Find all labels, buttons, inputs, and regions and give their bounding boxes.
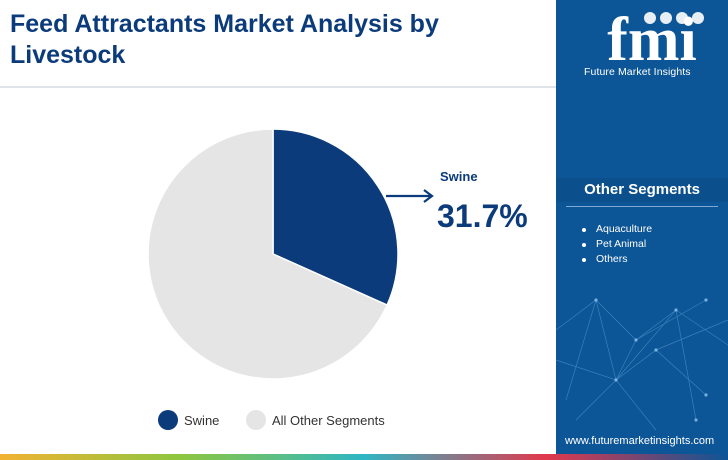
network-decoration [556, 298, 728, 431]
segment-item: Aquaculture [582, 222, 652, 237]
logo-tagline: Future Market Insights [584, 66, 691, 78]
bullet-icon [582, 228, 586, 232]
pie-slice-all-other-segments [147, 128, 389, 380]
callout-arrow-icon [386, 189, 434, 203]
color-strip [0, 454, 728, 460]
legend-label: Swine [184, 413, 219, 428]
segment-item: Others [582, 252, 652, 267]
bullet-icon [582, 243, 586, 247]
callout-value: 31.7% [437, 198, 528, 234]
callout-label: Swine [440, 169, 478, 184]
sidebar: fmi Future Market Insights Other Segment… [556, 0, 728, 460]
pie-slice-swine [272, 128, 399, 307]
other-segments-list: Aquaculture Pet Animal Others [582, 222, 652, 267]
legend-label: All Other Segments [272, 413, 385, 428]
other-segments-heading: Other Segments [556, 178, 728, 202]
website-link[interactable]: www.futuremarketinsights.com [565, 435, 715, 447]
pie-chart: Swine 31.7% Swine All Other Segments [147, 128, 528, 430]
segments-divider [566, 206, 718, 207]
title-divider [0, 86, 556, 88]
fmi-logo: fmi [607, 8, 704, 74]
bullet-icon [582, 258, 586, 262]
legend-swatch [246, 410, 266, 430]
segment-item: Pet Animal [582, 237, 652, 252]
page-title: Feed Attractants Market Analysis by Live… [10, 10, 439, 69]
legend-swatch [158, 410, 178, 430]
